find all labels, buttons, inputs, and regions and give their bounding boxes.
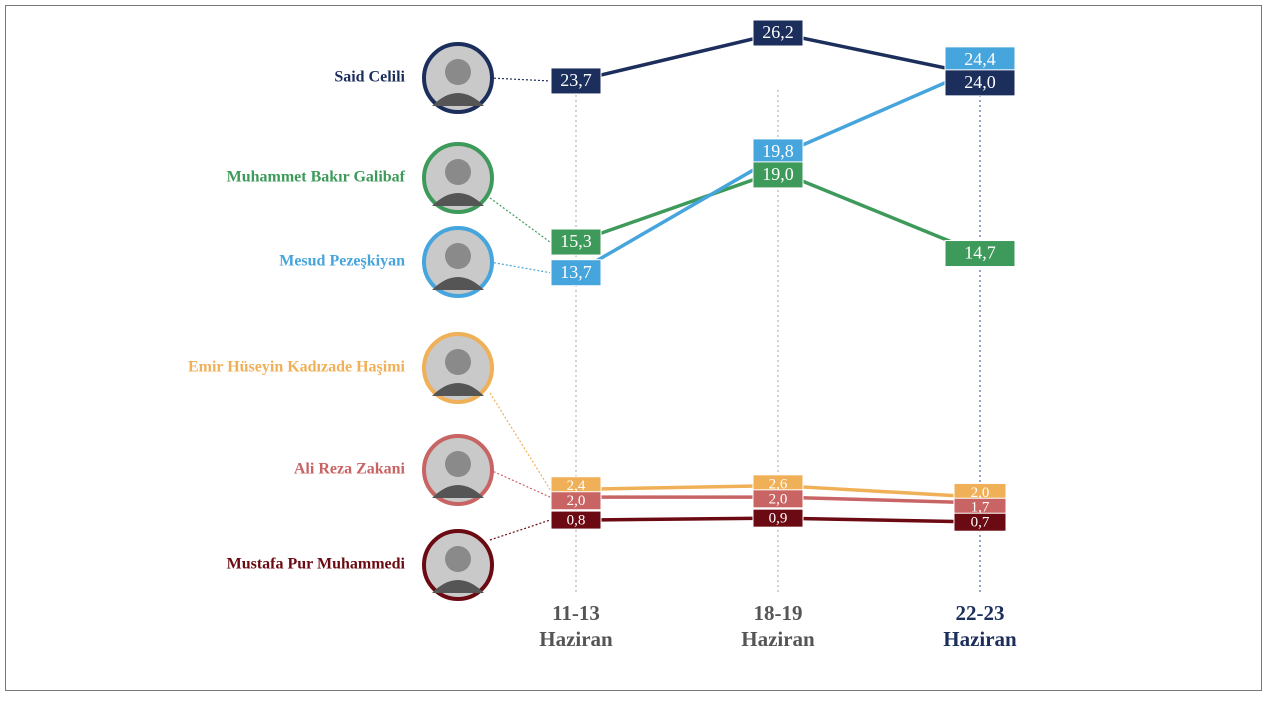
portrait-head xyxy=(445,59,471,85)
legend-label: Mesud Pezeşkiyan xyxy=(279,253,405,270)
data-label: 24,4 xyxy=(964,49,996,69)
legend-label: Said Celili xyxy=(334,69,405,86)
data-label: 14,7 xyxy=(964,243,996,263)
data-label: 19,8 xyxy=(762,141,794,161)
data-label: 24,0 xyxy=(964,72,996,92)
data-label: 26,2 xyxy=(762,22,794,42)
portrait-head xyxy=(445,159,471,185)
connector xyxy=(490,393,550,489)
connector xyxy=(490,520,550,540)
data-label: 2,0 xyxy=(567,493,586,509)
legend-label: Emir Hüseyin Kadızade Haşimi xyxy=(188,359,406,376)
legend-label: Muhammet Bakır Galibaf xyxy=(227,169,406,186)
connector xyxy=(490,470,550,497)
portrait-head xyxy=(445,349,471,375)
data-label: 19,0 xyxy=(762,164,794,184)
frame xyxy=(6,6,1262,691)
x-tick-label: 11-13 Haziran xyxy=(521,600,631,652)
data-label: 23,7 xyxy=(560,70,592,90)
legend-label: Mustafa Pur Muhammedi xyxy=(227,556,406,573)
chart: Said Celili Muhammet Bakır Galibaf Mesud P… xyxy=(0,0,1268,702)
data-label: 0,8 xyxy=(567,513,586,529)
chart-canvas: Said Celili Muhammet Bakır Galibaf Mesud P… xyxy=(0,0,1268,702)
portrait-head xyxy=(445,451,471,477)
portrait-head xyxy=(445,546,471,572)
portrait-head xyxy=(445,243,471,269)
connector xyxy=(490,262,550,273)
data-label: 13,7 xyxy=(560,262,592,282)
data-label: 0,9 xyxy=(769,511,788,527)
x-tick-label: 18-19 Haziran xyxy=(723,600,833,652)
connector xyxy=(490,198,550,242)
data-label: 2,0 xyxy=(769,491,788,507)
data-label: 15,3 xyxy=(560,231,592,251)
x-tick-label: 22-23 Haziran xyxy=(925,600,1035,652)
data-label: 0,7 xyxy=(971,515,990,531)
connector xyxy=(490,78,550,81)
legend-label: Ali Reza Zakani xyxy=(294,461,406,478)
